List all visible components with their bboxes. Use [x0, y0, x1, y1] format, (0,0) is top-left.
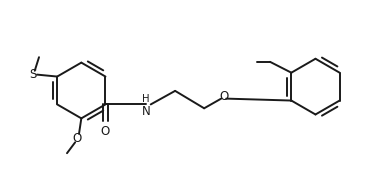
Text: H: H	[142, 94, 150, 104]
Text: O: O	[72, 132, 81, 145]
Text: N: N	[142, 105, 151, 118]
Text: O: O	[219, 90, 228, 103]
Text: O: O	[101, 125, 110, 137]
Text: S: S	[29, 68, 37, 81]
